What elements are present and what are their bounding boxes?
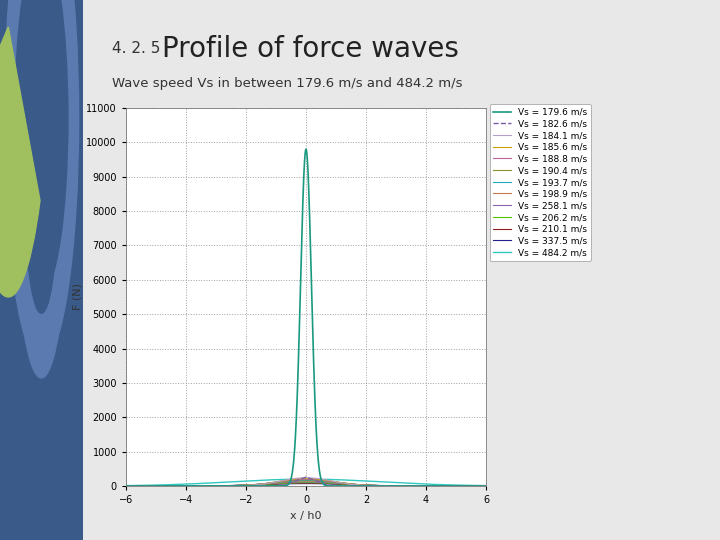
Circle shape (15, 0, 68, 292)
Circle shape (27, 119, 56, 313)
Text: Wave speed Vs in between 179.6 m/s and 484.2 m/s: Wave speed Vs in between 179.6 m/s and 4… (112, 77, 462, 90)
Circle shape (17, 54, 66, 378)
Circle shape (4, 0, 78, 362)
Y-axis label: F (N): F (N) (72, 284, 82, 310)
Legend: Vs = 179.6 m/s, Vs = 182.6 m/s, Vs = 184.1 m/s, Vs = 185.6 m/s, Vs = 188.8 m/s, : Vs = 179.6 m/s, Vs = 182.6 m/s, Vs = 184… (490, 104, 591, 261)
X-axis label: x / h0: x / h0 (290, 511, 322, 521)
Wedge shape (0, 27, 40, 297)
Text: 4. 2. 5: 4. 2. 5 (112, 41, 160, 56)
Text: Profile of force waves: Profile of force waves (162, 35, 459, 63)
